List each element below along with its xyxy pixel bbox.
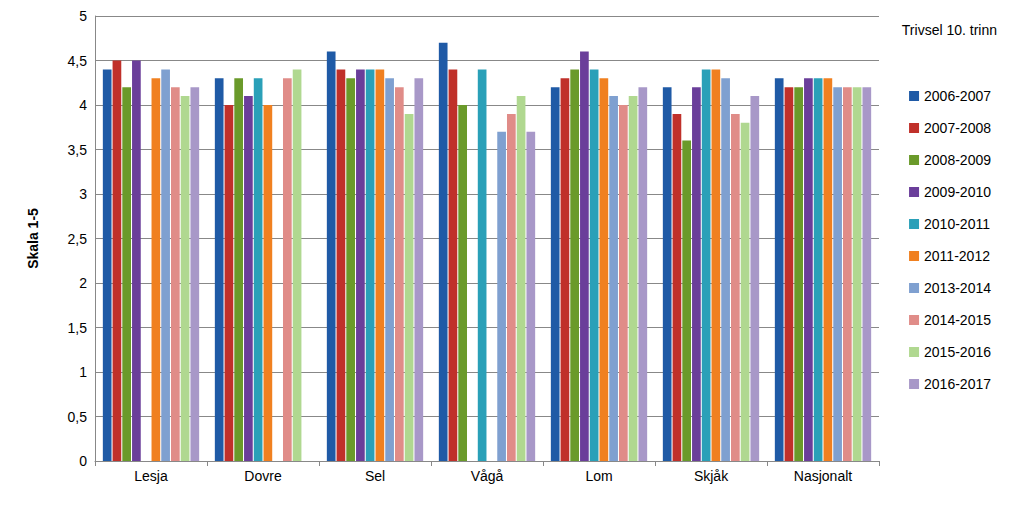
- svg-text:2,5: 2,5: [68, 231, 88, 247]
- svg-text:2007-2008: 2007-2008: [924, 120, 991, 136]
- svg-text:5: 5: [79, 8, 87, 24]
- svg-text:1,5: 1,5: [68, 320, 88, 336]
- svg-text:2011-2012: 2011-2012: [924, 248, 990, 264]
- svg-text:Trivsel 10. trinn: Trivsel 10. trinn: [902, 22, 997, 38]
- svg-text:Dovre: Dovre: [244, 468, 282, 484]
- svg-text:1: 1: [79, 364, 87, 380]
- svg-text:3: 3: [79, 186, 87, 202]
- svg-text:2008-2009: 2008-2009: [924, 152, 991, 168]
- svg-text:Nasjonalt: Nasjonalt: [794, 468, 852, 484]
- svg-text:Vågå: Vågå: [471, 468, 504, 484]
- svg-text:2: 2: [79, 275, 87, 291]
- svg-text:2009-2010: 2009-2010: [924, 184, 991, 200]
- svg-text:3,5: 3,5: [68, 142, 88, 158]
- svg-text:2013-2014: 2013-2014: [924, 280, 991, 296]
- svg-text:4: 4: [79, 97, 87, 113]
- svg-text:Lom: Lom: [585, 468, 612, 484]
- svg-text:Skjåk: Skjåk: [694, 468, 729, 484]
- svg-text:2014-2015: 2014-2015: [924, 312, 991, 328]
- svg-text:2010-2011: 2010-2011: [924, 216, 990, 232]
- svg-text:2006-2007: 2006-2007: [924, 88, 991, 104]
- svg-text:Lesja: Lesja: [134, 468, 168, 484]
- svg-text:0: 0: [79, 453, 87, 469]
- svg-text:Sel: Sel: [365, 468, 385, 484]
- svg-text:2016-2017: 2016-2017: [924, 376, 991, 392]
- svg-text:0,5: 0,5: [68, 409, 88, 425]
- svg-text:4,5: 4,5: [68, 53, 88, 69]
- svg-text:Skala 1-5: Skala 1-5: [25, 208, 41, 269]
- svg-text:2015-2016: 2015-2016: [924, 344, 991, 360]
